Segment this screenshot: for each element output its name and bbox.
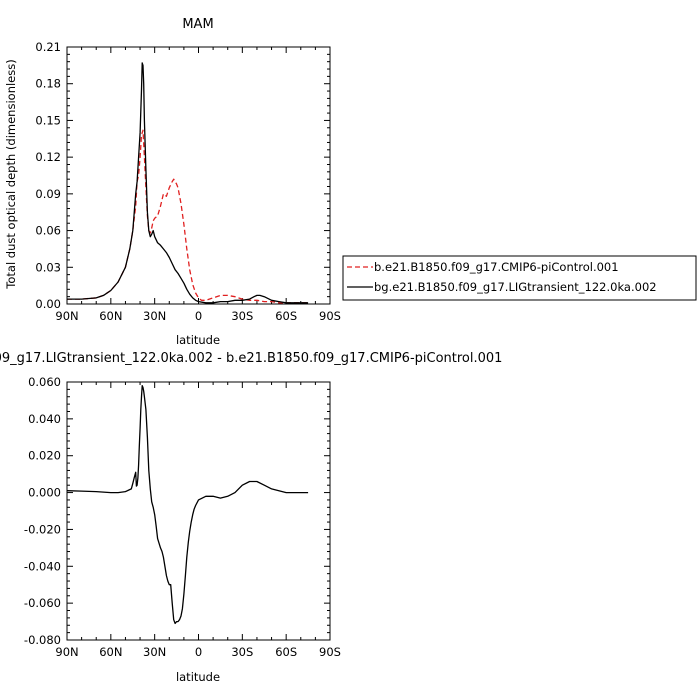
legend: b.e21.B1850.f09_g17.CMIP6-piControl.001 …: [342, 255, 697, 301]
top-x-tick-label: 30S: [231, 309, 253, 323]
bottom-panel-title: bg.e21.B1850.f09_g17.LIGtransient_122.0k…: [0, 351, 502, 366]
top-x-tick-label: 90N: [55, 309, 78, 323]
top-panel-y-axis-label: Total dust optical depth (dimensionless): [4, 59, 18, 289]
top-x-tick-label: 90S: [319, 309, 341, 323]
legend-label-lig-transient: bg.e21.B1850.f09_g17.LIGtransient_122.0k…: [374, 280, 657, 294]
top-x-tick-label: 30N: [143, 309, 166, 323]
bottom-panel-series: [66, 385, 309, 625]
top-y-tick-label: 0.12: [35, 150, 61, 164]
top-x-tick-label: 60N: [99, 309, 122, 323]
bottom-x-tick-label: 30S: [231, 645, 253, 659]
bottom-panel-ticks: 90N 60N 30N 0 30S 60S 90S -0.080 -0.060 -0.040 -0.…: [24, 375, 341, 659]
top-panel-ticks: 90N 60N 30N 0 30S 60S 90S 0.00 0.03 0.06 0.09 0.12 0…: [35, 40, 341, 323]
legend-box: [342, 255, 697, 301]
bottom-x-tick-label: 90N: [55, 645, 78, 659]
bottom-panel: bg.e21.B1850.f09_g17.LIGtransient_122.0k…: [0, 351, 502, 684]
bottom-y-tick-label: -0.060: [24, 596, 61, 610]
bottom-x-tick-label: 60S: [275, 645, 297, 659]
bottom-y-tick-label: 0.000: [28, 486, 61, 500]
top-panel: MAM Total dust optical depth (dimensionl…: [4, 17, 341, 347]
top-panel-series: [67, 62, 309, 304]
bottom-y-tick-label: 0.040: [28, 412, 61, 426]
legend-label-pi-control: b.e21.B1850.f09_g17.CMIP6-piControl.001: [374, 260, 619, 274]
top-y-tick-label: 0.00: [35, 297, 61, 311]
bottom-y-tick-label: -0.020: [24, 522, 61, 536]
top-panel-title: MAM: [182, 17, 213, 32]
bottom-y-tick-label: 0.020: [28, 449, 61, 463]
top-y-tick-label: 0.15: [35, 113, 61, 127]
top-y-tick-label: 0.03: [35, 260, 61, 274]
top-y-tick-label: 0.18: [35, 77, 61, 91]
top-panel-x-axis-label: latitude: [176, 333, 220, 347]
top-y-tick-label: 0.21: [35, 40, 61, 54]
top-x-tick-label: 0: [195, 309, 202, 323]
top-panel-plot-frame: [66, 46, 331, 305]
bottom-y-tick-label: -0.040: [24, 559, 61, 573]
bottom-x-tick-label: 0: [195, 645, 202, 659]
bottom-panel-x-axis-label: latitude: [176, 670, 220, 684]
top-x-tick-label: 60S: [275, 309, 297, 323]
top-y-tick-label: 0.09: [35, 187, 61, 201]
bottom-x-tick-label: 30N: [143, 645, 166, 659]
top-series-line-0: [67, 129, 309, 304]
bottom-y-tick-label: -0.080: [24, 633, 61, 647]
top-y-tick-label: 0.06: [35, 224, 61, 238]
bottom-x-tick-label: 60N: [99, 645, 122, 659]
bottom-y-tick-label: 0.060: [28, 375, 61, 389]
top-series-line-1: [67, 62, 309, 304]
bottom-x-tick-label: 90S: [319, 645, 341, 659]
bottom-series-line-0: [66, 385, 309, 625]
bottom-panel-plot-frame: [66, 381, 331, 641]
